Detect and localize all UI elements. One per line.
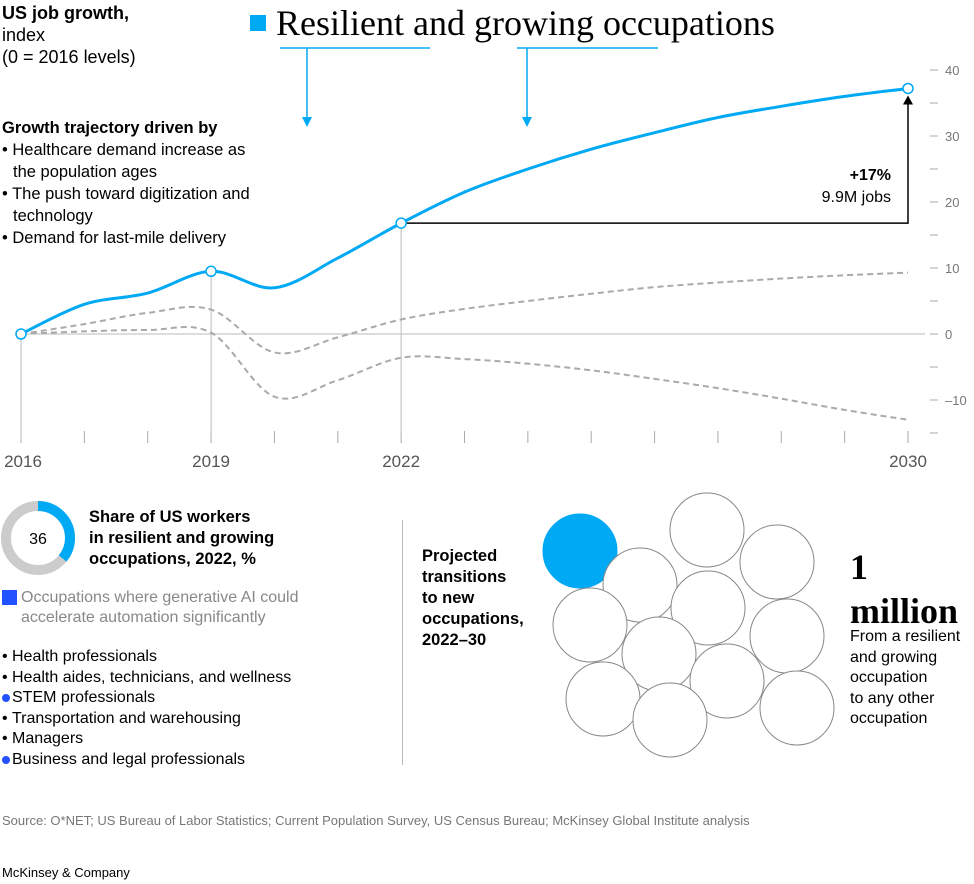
occupation-item: Business and legal professionals — [2, 750, 291, 771]
annotation-jobs: 9.9M jobs — [821, 189, 891, 206]
bubble — [552, 587, 628, 663]
bubble — [739, 524, 815, 600]
data-point-marker — [205, 265, 217, 278]
y-tick-label: 40 — [945, 63, 959, 78]
occupation-item: • Transportation and warehousing — [2, 709, 241, 727]
driver-item: • The push toward digitization and techn… — [2, 185, 250, 225]
occupation-item: STEM professionals — [2, 688, 291, 709]
y-title-bold: US job growth, — [2, 3, 129, 23]
occupation-item: • Health professionals — [2, 648, 157, 665]
bubble-cluster — [542, 492, 835, 758]
drivers: Growth trajectory driven by • Healthcare… — [2, 117, 258, 249]
highlighted-bubble — [542, 513, 618, 589]
annotation-pct: +17% — [849, 167, 891, 184]
occupation-label: Transportation and warehousing — [12, 709, 241, 727]
occupation-label: Health aides, technicians, and wellness — [12, 668, 292, 686]
y-tick-label: –10 — [945, 393, 967, 408]
growth-bracket — [401, 102, 909, 224]
projected-title: Projected transitions to new occupations, 20… — [422, 547, 524, 649]
occupation-label: STEM professionals — [12, 689, 156, 706]
y-tick-label: 30 — [945, 129, 959, 144]
divider — [402, 520, 403, 765]
dashed-series-line — [20, 271, 909, 355]
driver-item: • Healthcare demand increase as the popu… — [2, 141, 246, 181]
x-tick-label: 2022 — [382, 452, 420, 471]
occupation-label: Health professionals — [12, 648, 157, 665]
ai-legend: Occupations where generative AI could ac… — [2, 588, 331, 628]
dashed-series-line — [20, 326, 909, 421]
headline: Resilient and growing occupations — [250, 2, 775, 44]
ai-swatch — [2, 590, 17, 605]
occupation-list: • Health professionals • Health aides, tech… — [2, 647, 291, 770]
arrow-down-icon — [302, 117, 312, 127]
arrow-up-icon — [903, 95, 913, 105]
resilient-series-line — [20, 86, 909, 336]
y-tick-label: 0 — [945, 327, 952, 342]
data-point-marker — [902, 82, 914, 95]
bubble — [669, 492, 745, 568]
source-note: Source: O*NET; US Bureau of Labor Statis… — [2, 813, 750, 828]
donut-value-arc — [1, 501, 75, 575]
headline-text: Resilient and growing occupations — [276, 3, 775, 43]
bubble — [759, 670, 835, 746]
bubble — [565, 661, 641, 737]
bubble — [689, 643, 765, 719]
million-figure: 1 million — [850, 547, 959, 631]
occupation-label: Business and legal professionals — [12, 750, 246, 768]
ai-dot-icon — [2, 694, 10, 702]
y-tick-label: 20 — [945, 195, 959, 210]
occupation-label: Managers — [12, 730, 84, 747]
data-point-marker — [395, 217, 407, 229]
y-tick-label: 10 — [945, 261, 959, 276]
growth-annotation: +17% 9.9M jobs — [822, 165, 891, 209]
arrow-down-icon — [522, 117, 532, 127]
x-tick-label: 2030 — [889, 452, 927, 471]
drivers-title: Growth trajectory driven by — [2, 119, 218, 137]
legend-swatch — [250, 15, 266, 31]
bubble — [632, 682, 708, 758]
million-description: From a resilient and growing occupation to … — [850, 628, 961, 727]
y-title-line3: (0 = 2016 levels) — [2, 47, 136, 67]
donut-label: 36 — [29, 531, 47, 548]
brand-logo: McKinsey & Company — [2, 865, 130, 880]
x-tick-label: 2019 — [192, 452, 230, 471]
x-tick-label: 2016 — [4, 452, 42, 471]
ai-legend-text: Occupations where generative AI could ac… — [21, 589, 299, 626]
bubble — [749, 598, 825, 674]
share-donut: 36 — [1, 501, 75, 575]
y-axis-title: US job growth, index (0 = 2016 levels) — [2, 2, 136, 68]
share-title: Share of US workers in resilient and grow… — [89, 508, 275, 568]
occupation-item: • Managers — [2, 730, 84, 747]
bubble — [670, 570, 746, 646]
ai-dot-icon — [2, 755, 10, 764]
driver-item: • Demand for last-mile delivery — [2, 229, 227, 247]
y-title-line2: index — [2, 25, 46, 45]
line-chart: 40 30 20 10 0 –10 2016 2019 2022 2030 — [4, 47, 967, 471]
data-point-marker — [15, 328, 27, 340]
occupation-item: • Health aides, technicians, and wellness — [2, 668, 292, 686]
